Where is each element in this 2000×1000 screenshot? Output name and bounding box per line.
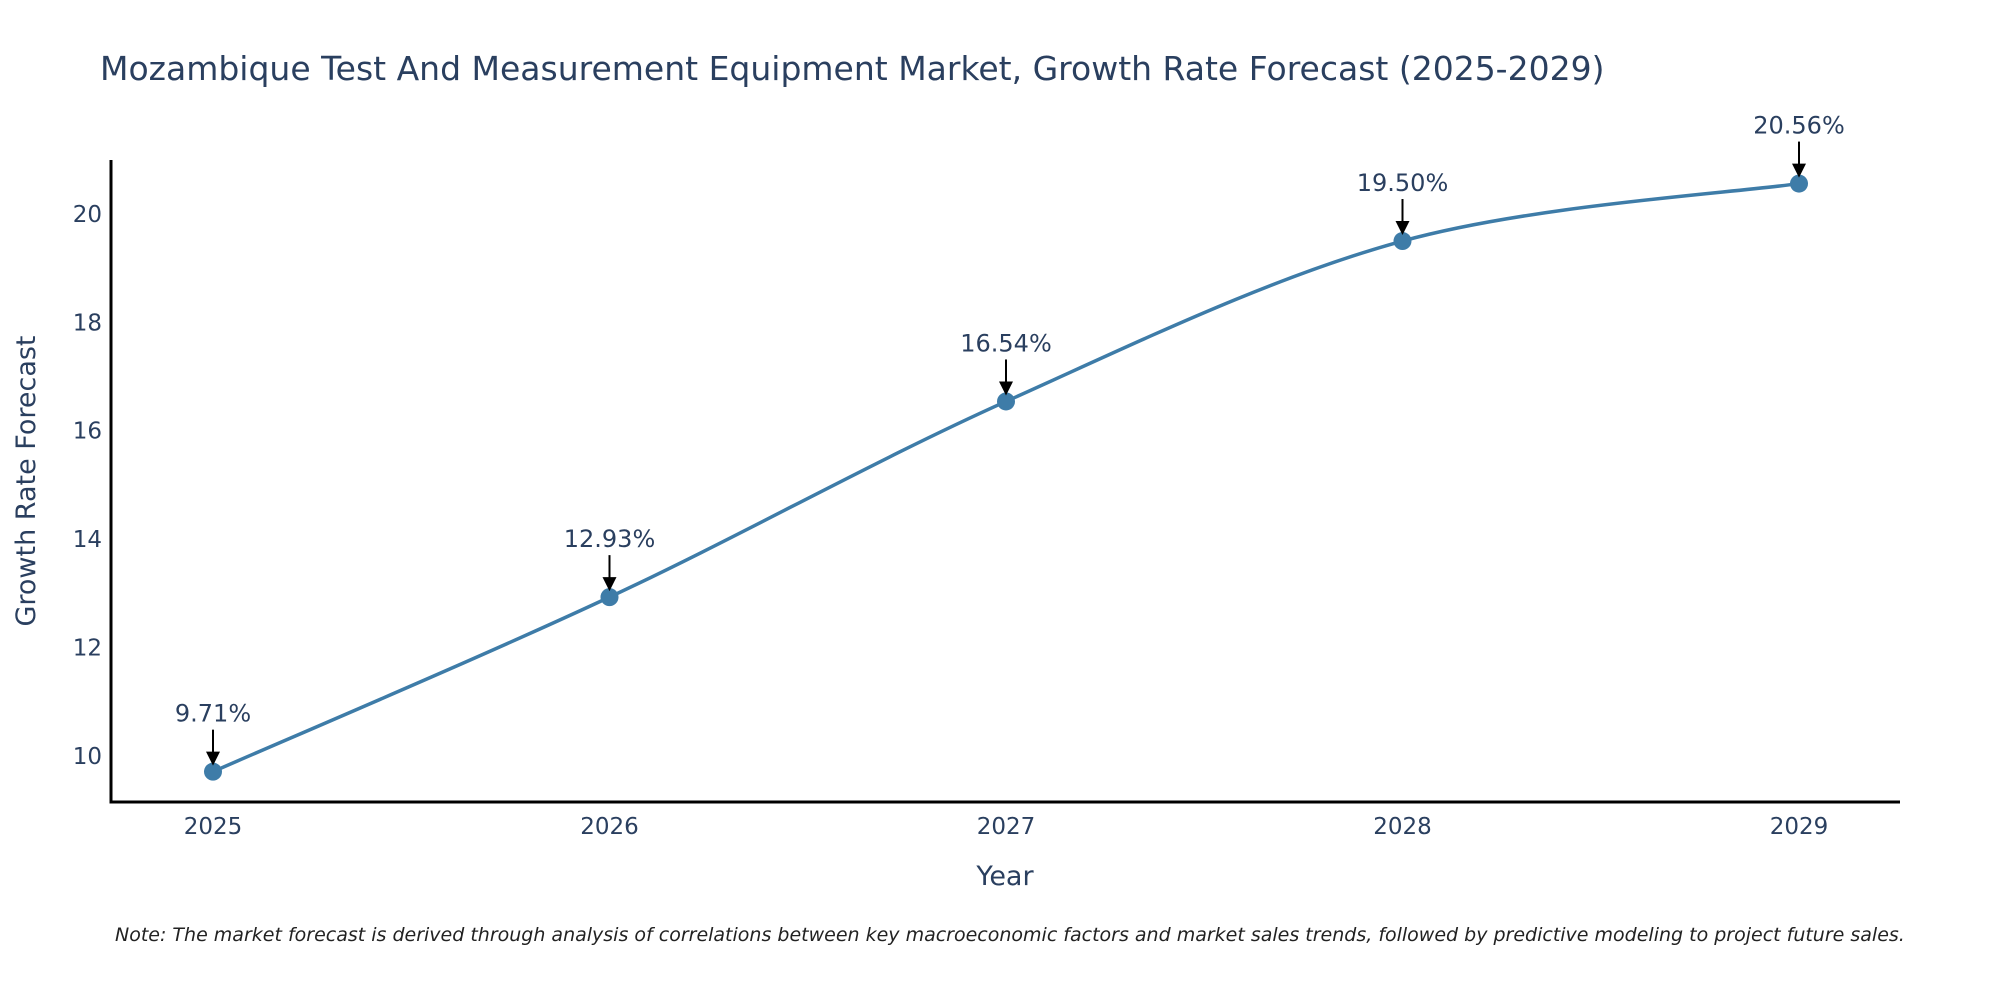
data-markers bbox=[204, 174, 1808, 781]
x-tick-label: 2025 bbox=[184, 814, 243, 840]
x-tick-label: 2028 bbox=[1373, 814, 1432, 840]
data-point bbox=[1393, 232, 1412, 251]
x-tick-label: 2026 bbox=[580, 814, 639, 840]
x-axis-ticks: 2025 2026 2027 2028 2029 bbox=[184, 814, 1829, 840]
annotation-arrow-head bbox=[999, 381, 1013, 396]
data-point bbox=[204, 762, 222, 781]
y-tick-label: 14 bbox=[73, 527, 102, 553]
footnote: Note: The market forecast is derived thr… bbox=[115, 924, 1905, 946]
y-tick-label: 10 bbox=[73, 744, 102, 770]
data-point bbox=[1790, 174, 1808, 193]
series-line bbox=[212, 181, 1800, 774]
data-label: 12.93% bbox=[564, 525, 656, 553]
annotation-arrow-head bbox=[602, 577, 617, 592]
x-axis-title: Year bbox=[975, 861, 1034, 892]
y-axis-title: Growth Rate Forecast bbox=[11, 335, 42, 626]
y-tick-label: 18 bbox=[73, 310, 102, 336]
y-tick-label: 12 bbox=[73, 636, 102, 662]
x-tick-label: 2029 bbox=[1770, 814, 1829, 840]
y-axis-ticks: 10 12 14 16 18 20 bbox=[73, 202, 102, 770]
data-point bbox=[997, 392, 1015, 411]
data-point bbox=[600, 588, 619, 607]
y-tick-label: 16 bbox=[73, 419, 102, 445]
chart-title: Mozambique Test And Measurement Equipmen… bbox=[100, 49, 1604, 88]
data-label: 9.71% bbox=[175, 700, 251, 728]
x-tick-label: 2027 bbox=[977, 814, 1036, 840]
annotation-arrow-head bbox=[206, 751, 220, 766]
data-annotations: 9.71% 12.93% 16.54% 19.50% 20.56% bbox=[175, 112, 1845, 766]
data-label: 19.50% bbox=[1357, 169, 1449, 197]
annotation-arrow-head bbox=[1792, 163, 1806, 178]
y-tick-label: 20 bbox=[73, 202, 102, 228]
data-label: 20.56% bbox=[1753, 112, 1845, 140]
annotation-arrow-head bbox=[1395, 221, 1410, 236]
data-label: 16.54% bbox=[960, 329, 1052, 357]
